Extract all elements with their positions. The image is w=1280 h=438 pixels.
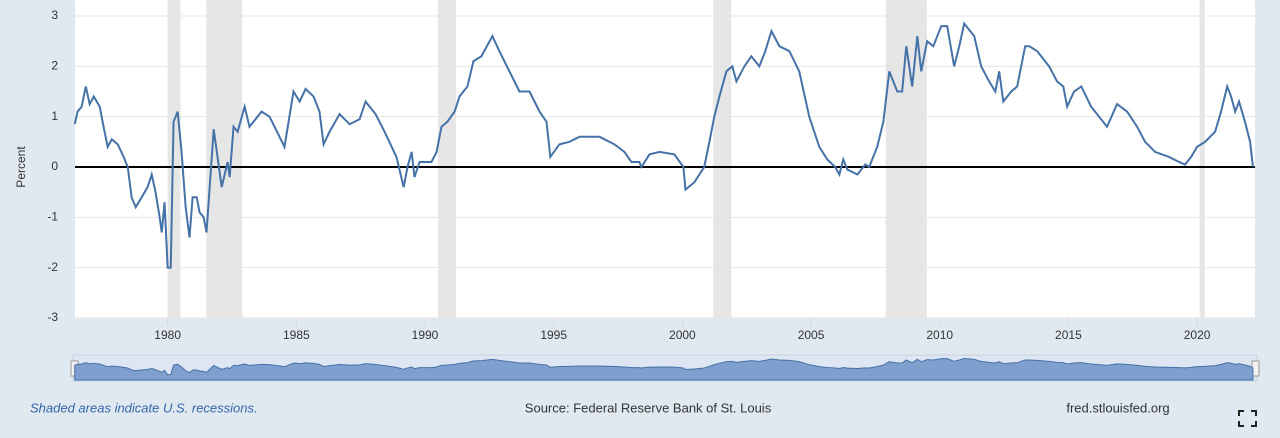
plot-area [75,0,1255,318]
fullscreen-icon[interactable] [1238,410,1257,427]
y-axis-label: Percent [14,146,28,188]
navigator-series [74,357,1254,381]
y-tick-label: 1 [51,109,58,123]
y-tick-label: -2 [47,260,58,274]
recession-note: Shaded areas indicate U.S. recessions. [30,400,258,415]
x-tick-label: 2015 [1055,328,1082,342]
x-tick-label: 1985 [283,328,310,342]
x-tick-label: 2005 [798,328,825,342]
recession-band [713,0,732,318]
x-tick-label: 2000 [669,328,696,342]
x-tick-label: 2010 [926,328,953,342]
y-tick-label: 0 [51,159,58,173]
y-tick-label: 3 [51,8,58,22]
x-tick-label: 1995 [540,328,567,342]
y-tick-label: -3 [47,310,58,324]
y-tick-label: -1 [47,210,58,224]
y-tick-label: 2 [51,59,58,73]
series-line [73,21,1254,269]
recession-band [167,0,181,318]
site[interactable]: fred.stlouisfed.org [1066,400,1169,415]
x-tick-label: 1980 [154,328,181,342]
source: Source: Federal Reserve Bank of St. Loui… [525,400,772,415]
recession-band [437,0,456,318]
recession-band [1199,0,1205,318]
x-tick-label: 2020 [1184,328,1211,342]
x-tick-label: 1990 [412,328,439,342]
